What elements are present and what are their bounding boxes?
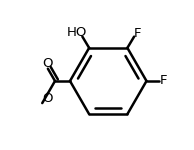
Text: HO: HO xyxy=(67,26,87,39)
Text: F: F xyxy=(134,27,142,40)
Text: O: O xyxy=(42,57,52,70)
Text: O: O xyxy=(42,92,52,105)
Text: F: F xyxy=(160,75,167,87)
